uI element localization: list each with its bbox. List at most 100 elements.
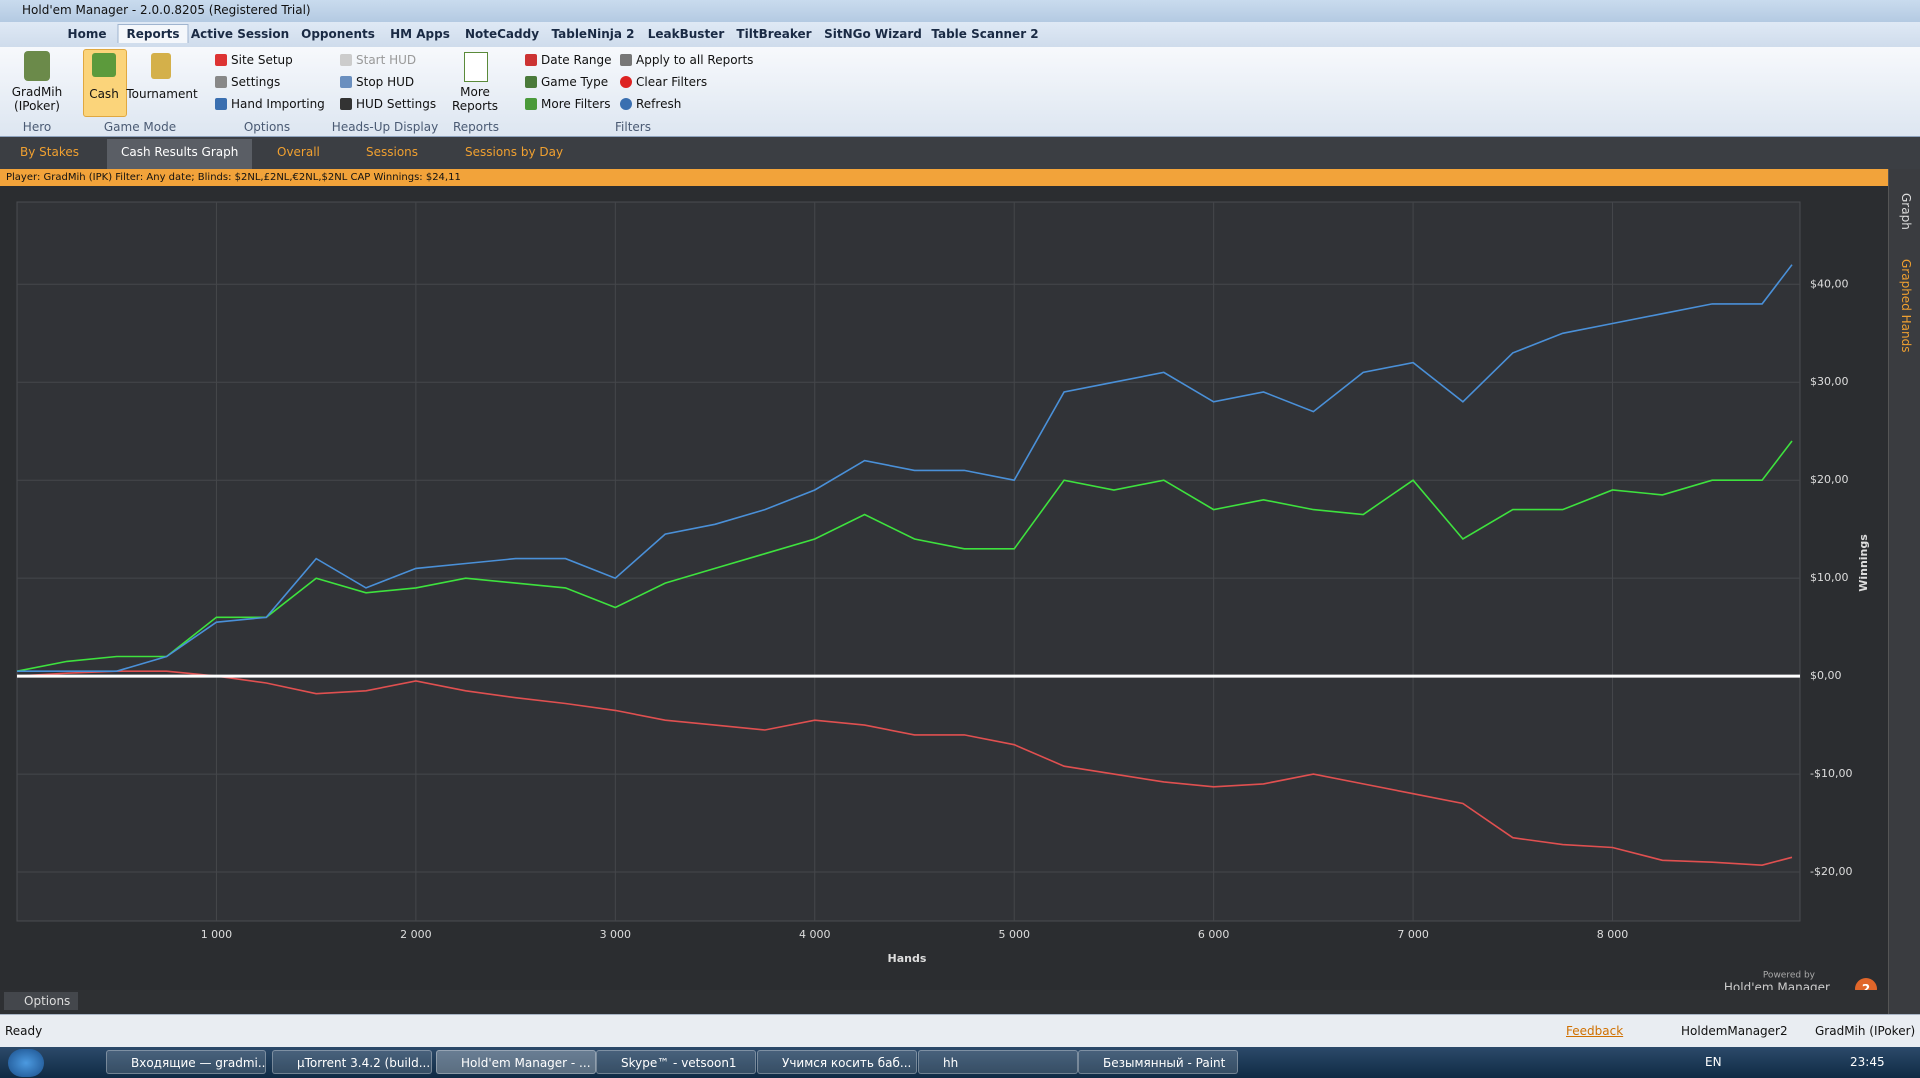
doc-tab[interactable]: Sessions by Day	[465, 145, 564, 159]
cash-icon	[92, 53, 116, 77]
x-tick-label: 8 000	[1597, 928, 1629, 941]
filter-text: Player: GradMih (IPK) Filter: Any date; …	[6, 172, 461, 183]
taskbar-item[interactable]: Входящие — gradmi...	[106, 1050, 266, 1074]
taskbar-item[interactable]: µTorrent 3.4.2 (build...	[272, 1050, 432, 1074]
series-line	[17, 264, 1793, 672]
x-tick-label: 7 000	[1397, 928, 1429, 941]
options-button[interactable]: Options	[4, 992, 79, 1010]
group-label: Game Mode	[103, 120, 177, 134]
feedback-link[interactable]: Feedback	[1566, 1024, 1624, 1038]
hero-icon	[24, 51, 50, 81]
start-button[interactable]	[8, 1049, 44, 1077]
y-tick-label: $20,00	[1810, 473, 1849, 486]
taskbar-item[interactable]: Skype™ - vetsoon1	[596, 1050, 756, 1074]
status-bar: Ready Feedback HoldemManager2 GradMih (I…	[0, 1014, 1920, 1048]
plot-area	[16, 201, 1801, 922]
menu-tab[interactable]: TableNinja 2	[551, 27, 635, 41]
x-tick-label: 3 000	[600, 928, 632, 941]
menu-tab[interactable]: Table Scanner 2	[931, 27, 1039, 41]
taskbar: Входящие — gradmi... µTorrent 3.4.2 (bui…	[0, 1047, 1920, 1078]
label: More Filters	[541, 97, 611, 111]
window-title: Hold'em Manager - 2.0.0.8205 (Registered…	[22, 3, 311, 17]
ribbon-button[interactable]: Cash	[89, 87, 119, 101]
menu-tab[interactable]: Reports	[117, 24, 189, 43]
doc-tab[interactable]: Cash Results Graph	[107, 139, 253, 169]
taskbar-item[interactable]: Учимся косить баб...	[757, 1050, 917, 1074]
side-tab[interactable]: Graph	[1899, 193, 1913, 230]
ribbon-button[interactable]: Tournament	[126, 87, 198, 101]
menu-tab[interactable]: NoteCaddy	[464, 27, 540, 41]
taskbar-item[interactable]: hh	[918, 1050, 1078, 1074]
ribbon: GradMih (IPoker) Hero Cash Tournament Ga…	[0, 47, 1920, 137]
x-tick-label: 6 000	[1198, 928, 1230, 941]
label: Refresh	[636, 97, 682, 111]
x-axis-label: Hands	[888, 952, 927, 965]
y-tick-label: $30,00	[1810, 375, 1849, 388]
ribbon-button[interactable]: Stop HUD	[340, 75, 414, 89]
menu-tab[interactable]: Opponents	[301, 27, 375, 41]
y-tick-label: -$20,00	[1810, 865, 1852, 878]
menu-bar: Home Reports Active Session Opponents HM…	[0, 22, 1920, 48]
series-line	[16, 440, 1793, 672]
series-line	[16, 670, 1793, 867]
ribbon-button[interactable]: Clear Filters	[620, 75, 707, 89]
y-tick-label: $10,00	[1810, 571, 1849, 584]
x-tick-label: 1 000	[201, 928, 233, 941]
label: Apply to all Reports	[636, 53, 754, 67]
ribbon-button[interactable]: Date Range	[525, 53, 612, 67]
ribbon-button[interactable]: Refresh	[620, 97, 681, 111]
menu-tab[interactable]: HM Apps	[390, 27, 450, 41]
label: HUD Settings	[356, 97, 437, 111]
label: Stop HUD	[356, 75, 415, 89]
doc-tab[interactable]: Sessions	[366, 145, 419, 159]
tournament-icon	[151, 53, 171, 79]
powered-by: Powered by	[1763, 971, 1816, 981]
document-tabs: By Stakes Cash Results Graph Overall Ses…	[0, 137, 1920, 169]
label: Game Type	[541, 75, 609, 89]
label: Hand Importing	[231, 97, 325, 111]
filter-bar: Player: GradMih (IPK) Filter: Any date; …	[0, 169, 1894, 186]
chart: Hands Winnings Net WonNon ShowdownShowdo…	[0, 186, 1888, 990]
group-label: Filters	[615, 120, 651, 134]
ribbon-button[interactable]: Hand Importing	[215, 97, 325, 111]
ribbon-button[interactable]: Site Setup	[215, 53, 293, 67]
language[interactable]: EN	[1705, 1055, 1722, 1069]
menu-tab[interactable]: LeakBuster	[647, 27, 725, 41]
ribbon-button[interactable]: More Reports	[452, 85, 499, 113]
ribbon-button[interactable]: Game Type	[525, 75, 608, 89]
ribbon-button[interactable]: Start HUD	[340, 53, 416, 67]
group-label: Hero	[22, 120, 52, 134]
menu-tab[interactable]: Active Session	[190, 27, 290, 41]
label: Clear Filters	[636, 75, 708, 89]
x-tick-label: 4 000	[799, 928, 831, 941]
ribbon-button[interactable]: Settings	[215, 75, 280, 89]
reports-icon	[464, 52, 488, 82]
taskbar-item[interactable]: Безымянный - Paint	[1078, 1050, 1238, 1074]
x-tick-label: 2 000	[400, 928, 432, 941]
options-bar: Options	[0, 990, 1888, 1014]
ribbon-button[interactable]: HUD Settings	[340, 97, 436, 111]
y-tick-label: -$10,00	[1810, 767, 1852, 780]
x-tick-label: 5 000	[998, 928, 1030, 941]
side-panel: Graph Graphed Hands	[1888, 169, 1920, 1014]
menu-tab[interactable]: TiltBreaker	[736, 27, 812, 41]
powered-by-name: Hold'em Manager	[1724, 981, 1830, 991]
menu-tab[interactable]: Home	[67, 27, 107, 41]
ribbon-button[interactable]: More Filters	[525, 97, 611, 111]
hero-player[interactable]: GradMih (IPoker)	[11, 85, 63, 113]
doc-tab[interactable]: By Stakes	[20, 145, 79, 159]
group-label: Options	[243, 120, 291, 134]
clock: 23:45	[1850, 1055, 1885, 1069]
label: Date Range	[541, 53, 612, 67]
y-axis-label: Winnings	[1857, 534, 1870, 592]
title-bar: Hold'em Manager - 2.0.0.8205 (Registered…	[0, 0, 1920, 22]
side-tab[interactable]: Graphed Hands	[1899, 259, 1913, 353]
label: Start HUD	[356, 53, 417, 67]
menu-tab[interactable]: SitNGo Wizard	[824, 27, 922, 41]
ribbon-button[interactable]: Apply to all Reports	[620, 53, 753, 67]
taskbar-item[interactable]: Hold'em Manager - ...	[436, 1050, 596, 1074]
status-player: GradMih (IPoker)	[1815, 1024, 1916, 1038]
doc-tab[interactable]: Overall	[277, 145, 320, 159]
group-label: Heads-Up Display	[331, 120, 439, 134]
